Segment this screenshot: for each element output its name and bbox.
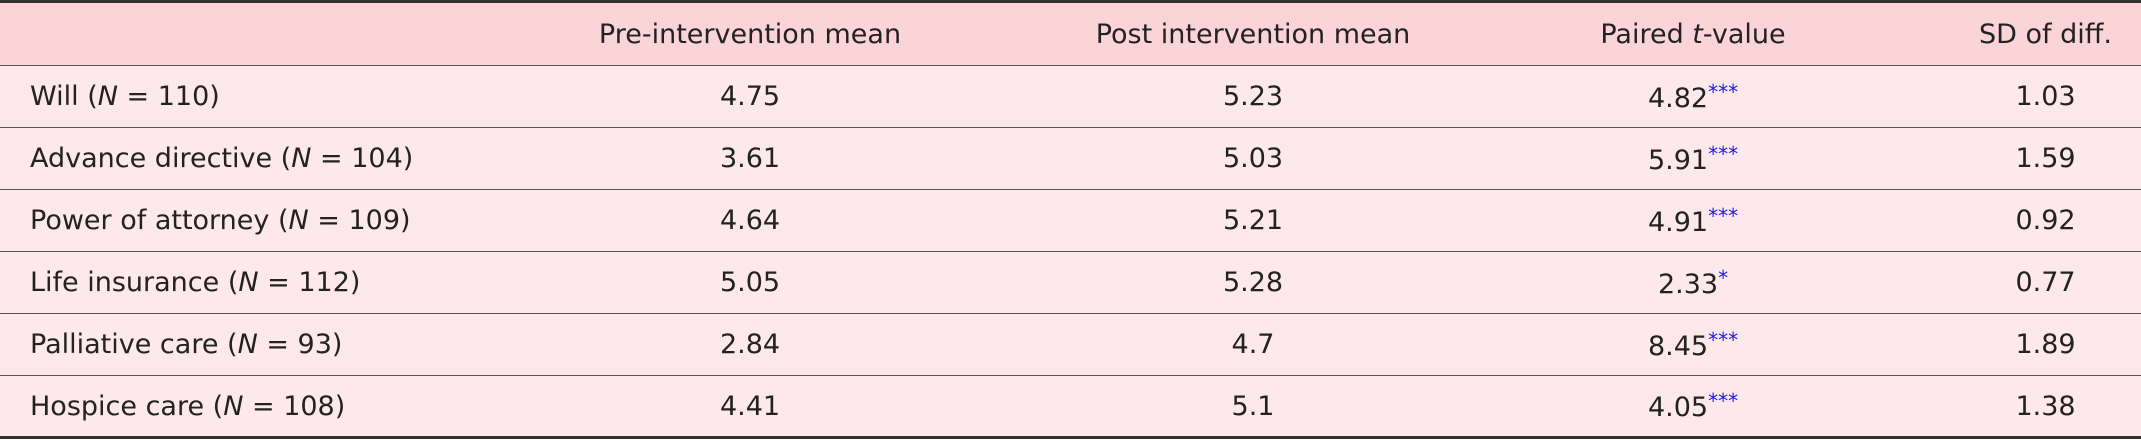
- header-row: Pre-intervention mean Post intervention m…: [0, 1, 2141, 66]
- table-row: Palliative care (N = 93) 2.84 4.7 8.45*** 1.…: [0, 313, 2141, 376]
- t-value: 4.82: [1647, 82, 1709, 114]
- row-label: Power of attorney (N = 109): [30, 205, 411, 236]
- pre-mean: 4.64: [719, 205, 781, 236]
- post-mean: 5.23: [1222, 81, 1284, 112]
- sd-diff: 0.92: [2015, 205, 2076, 236]
- post-mean: 5.28: [1222, 267, 1284, 298]
- significance: ***: [1708, 141, 1739, 166]
- table-row: Power of attorney (N = 109) 4.64 5.21 4.91*…: [0, 189, 2141, 252]
- significance: ***: [1708, 79, 1739, 104]
- row-label: Will (N = 110): [30, 81, 220, 112]
- column-header: Paired t-value: [1600, 18, 1786, 50]
- pre-mean: 5.05: [719, 267, 781, 298]
- significance: ***: [1708, 389, 1739, 413]
- row-label: Hospice care (N = 108): [30, 390, 346, 422]
- column-header: Pre-intervention mean: [598, 18, 902, 50]
- row-label: Advance directive (N = 104): [30, 143, 414, 174]
- t-cell: 2.33*: [1526, 252, 1950, 314]
- table-row: Advance directive (N = 104) 3.61 5.03 5.91*…: [0, 127, 2141, 190]
- table-body: Will (N = 110) 4.75 5.23 4.82*** 1.03 Advance…: [0, 65, 2141, 438]
- table-row: Will (N = 110) 4.75 5.23 4.82*** 1.03: [0, 65, 2141, 128]
- post-mean: 5.03: [1222, 143, 1284, 174]
- t-cell: 5.91***: [1526, 128, 1950, 190]
- significance: *: [1718, 265, 1729, 290]
- t-value: 2.33: [1657, 268, 1719, 300]
- table-row: Hospice care (N = 108) 4.41 5.1 4.05*** 1.38: [0, 375, 2141, 438]
- sd-diff: 1.89: [2015, 329, 2076, 360]
- row-label: Life insurance (N = 112): [30, 267, 361, 298]
- pre-mean: 4.41: [719, 390, 781, 422]
- t-value: 4.05: [1647, 392, 1709, 423]
- t-cell: 4.05***: [1526, 376, 1950, 438]
- t-value: 4.91: [1647, 206, 1709, 238]
- significance: ***: [1708, 203, 1739, 228]
- row-label: Palliative care (N = 93): [30, 329, 343, 360]
- t-cell: 8.45***: [1526, 314, 1950, 376]
- sd-diff: 1.03: [2015, 81, 2076, 112]
- pre-mean: 2.84: [719, 329, 781, 360]
- t-value: 8.45: [1647, 330, 1709, 362]
- sd-diff: 1.38: [2015, 390, 2076, 422]
- pre-mean: 3.61: [719, 143, 781, 174]
- corner-cell: [0, 2, 520, 66]
- significance: ***: [1708, 327, 1739, 352]
- table-row: Life insurance (N = 112) 5.05 5.28 2.33* 0.7…: [0, 251, 2141, 314]
- post-mean: 4.7: [1231, 329, 1275, 360]
- column-header: SD of diff.: [1979, 18, 2112, 50]
- sd-diff: 1.59: [2015, 143, 2076, 174]
- t-value: 5.91: [1647, 144, 1709, 176]
- pre-mean: 4.75: [719, 81, 781, 112]
- post-mean: 5.21: [1222, 205, 1284, 236]
- column-header: Post intervention mean: [1095, 18, 1411, 50]
- t-cell: 4.82***: [1526, 66, 1950, 128]
- post-mean: 5.1: [1231, 390, 1275, 422]
- sd-diff: 0.77: [2015, 267, 2076, 298]
- t-cell: 4.91***: [1526, 190, 1950, 252]
